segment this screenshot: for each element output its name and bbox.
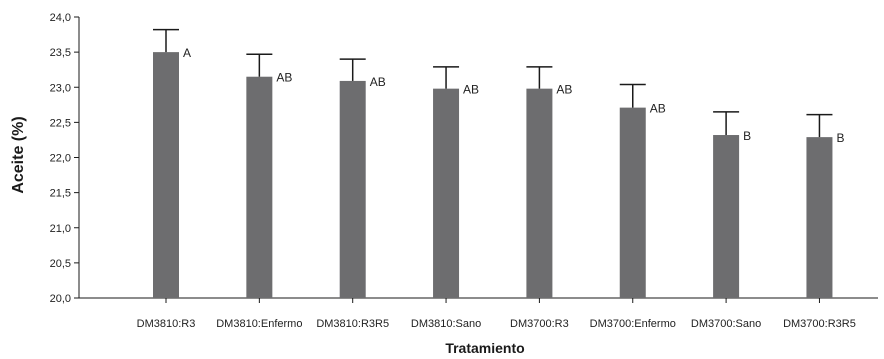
bar — [339, 80, 366, 299]
x-tick-label: DM3810:Sano — [411, 318, 481, 330]
bar — [619, 107, 646, 298]
y-tick-label: 23,0 — [50, 82, 71, 94]
bars-group — [153, 52, 833, 299]
significance-letter: B — [836, 131, 844, 145]
x-tick-label: DM3700:Sano — [691, 318, 761, 330]
bar — [526, 88, 553, 298]
significance-letters-group: A AB AB AB AB AB B B — [183, 46, 844, 145]
y-tick-label: 22,5 — [50, 117, 71, 129]
bar — [153, 52, 179, 298]
significance-letter: A — [183, 46, 191, 60]
x-tick-label: DM3700:R3R5 — [783, 318, 856, 330]
bar — [713, 135, 740, 298]
x-axis-title: Tratamiento — [445, 340, 524, 356]
x-tick-label: DM3810:R3 — [137, 318, 196, 330]
significance-letter: B — [743, 129, 751, 143]
y-axis-title: Aceite (%) — [10, 116, 27, 193]
y-tick-label: 23,5 — [50, 47, 71, 59]
y-tick-label: 21,0 — [50, 223, 71, 235]
x-tick-label: DM3810:R3R5 — [316, 318, 389, 330]
x-tick-label: DM3700:R3 — [510, 318, 569, 330]
x-axis — [79, 297, 878, 303]
significance-letter: AB — [556, 83, 572, 97]
significance-letter: AB — [463, 83, 479, 97]
category-labels-group: DM3810:R3 DM3810:Enfermo DM3810:R3R5 DM3810… — [137, 318, 856, 330]
y-tick-label: 22,0 — [50, 153, 71, 165]
y-tick-label: 20,5 — [50, 258, 71, 270]
significance-letter: AB — [370, 75, 386, 89]
y-tick-label: 21,5 — [50, 188, 71, 200]
x-tick-label: DM3810:Enfermo — [216, 318, 302, 330]
bar — [433, 88, 460, 298]
error-bars-group — [153, 28, 833, 138]
significance-letter: AB — [276, 71, 292, 85]
y-axis: 20,0 20,5 21,0 21,5 22,0 22,5 23,0 23,5 24,0 — [50, 12, 80, 305]
bar — [246, 76, 273, 299]
significance-letter: AB — [650, 102, 666, 116]
x-tick-label: DM3700:Enfermo — [590, 318, 676, 330]
bar — [806, 137, 833, 298]
y-tick-label: 24,0 — [50, 12, 71, 24]
y-tick-label: 20,0 — [50, 293, 71, 305]
